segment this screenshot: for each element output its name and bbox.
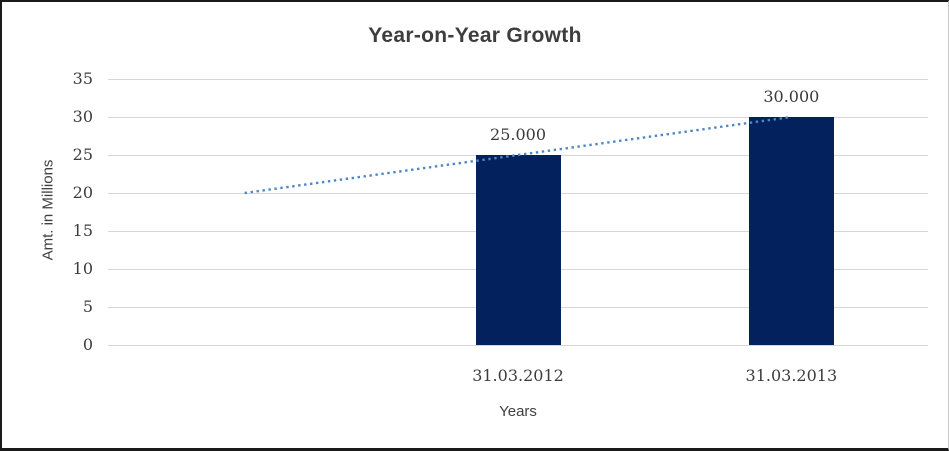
y-tick-5: 5 — [82, 297, 93, 316]
x-axis-title: Years — [499, 403, 537, 420]
y-tick-0: 0 — [82, 335, 93, 354]
gridline-30 — [108, 116, 928, 118]
bar-31.03.2013 — [748, 117, 834, 345]
y-axis-tick-labels: 0 5 10 15 20 25 30 35 — [2, 70, 93, 354]
trendline — [244, 115, 792, 195]
y-tick-10: 10 — [72, 259, 93, 278]
gridline-35 — [108, 78, 928, 80]
gridline-0 — [108, 344, 928, 346]
y-tick-20: 20 — [72, 183, 93, 202]
x-tick-31.03.2013: 31.03.2013 — [745, 366, 838, 385]
trendline-segment — [244, 115, 792, 195]
x-tick-31.03.2012: 31.03.2012 — [472, 366, 564, 385]
x-axis-tick-labels: 31.03.2012 31.03.2013 — [108, 366, 928, 386]
chart-title: Year-on-Year Growth — [368, 24, 582, 47]
y-tick-15: 15 — [72, 221, 93, 240]
bar-31.03.2012 — [475, 155, 561, 345]
y-tick-25: 25 — [72, 145, 93, 164]
bar-data-label-31.03.2012: 25.000 — [490, 125, 546, 144]
plot-area: 25.000 30.000 — [108, 78, 928, 346]
bar-data-label-31.03.2013: 30.000 — [763, 87, 820, 106]
y-tick-30: 30 — [72, 107, 93, 126]
y-tick-35: 35 — [72, 69, 93, 88]
